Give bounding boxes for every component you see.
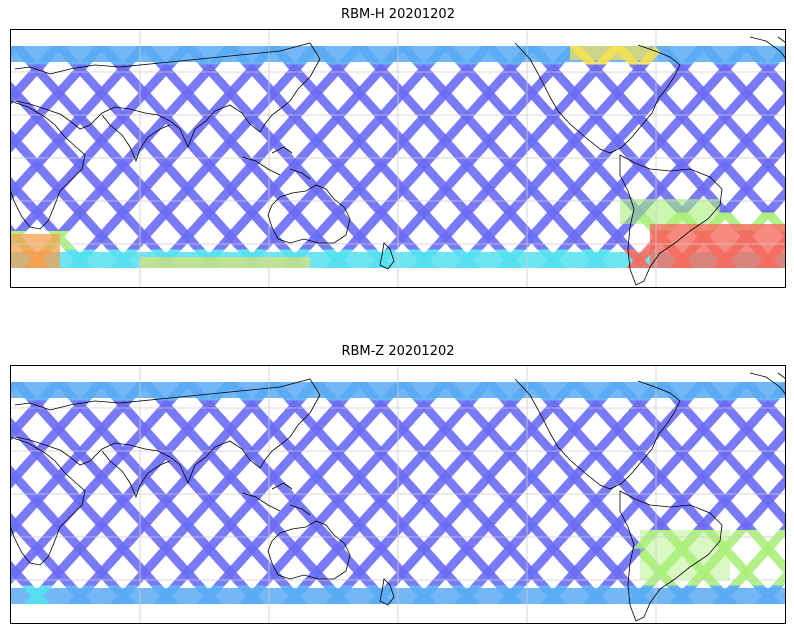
map-panel-rbm-z — [10, 365, 786, 624]
coastlines — [10, 372, 786, 622]
gridlines — [10, 365, 786, 624]
panel-title-top: RBM-H 20201202 — [341, 7, 455, 22]
coastlines — [10, 36, 786, 286]
map-canvas-rbm-z — [10, 365, 786, 624]
high-value-regions — [10, 46, 786, 268]
panel-title-bottom: RBM-Z 20201202 — [341, 344, 455, 359]
gridlines — [10, 29, 786, 288]
map-canvas-rbm-h — [10, 29, 786, 288]
high-value-regions — [640, 530, 730, 580]
map-panel-rbm-h — [10, 29, 786, 288]
swath-lattice — [10, 382, 786, 604]
